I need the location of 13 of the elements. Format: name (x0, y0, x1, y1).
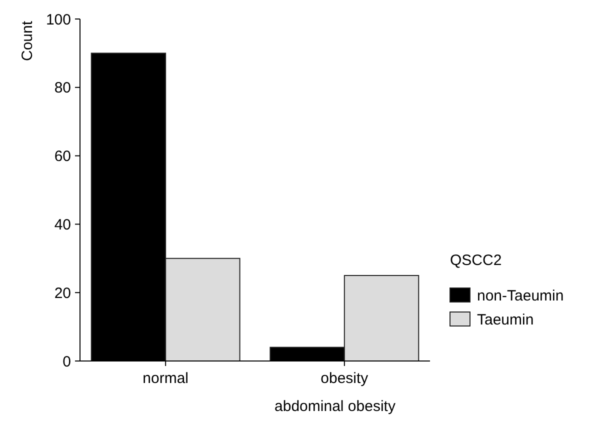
y-tick-label: 80 (54, 80, 71, 97)
x-tick-label: normal (142, 370, 189, 387)
legend-title: QSCC2 (450, 252, 502, 269)
y-tick-label: 0 (62, 353, 71, 370)
x-axis-title: abdominal obesity (274, 398, 396, 415)
y-tick-label: 40 (54, 216, 71, 234)
legend-label: Taeumin (477, 311, 534, 328)
y-tick-label: 60 (54, 148, 71, 166)
y-tick-label: 20 (54, 284, 71, 302)
y-axis-title: Count (19, 20, 36, 62)
y-tick-label: 100 (46, 11, 71, 28)
x-tick-label: obesity (320, 370, 369, 387)
legend-label: non-Taeumin (477, 287, 564, 304)
